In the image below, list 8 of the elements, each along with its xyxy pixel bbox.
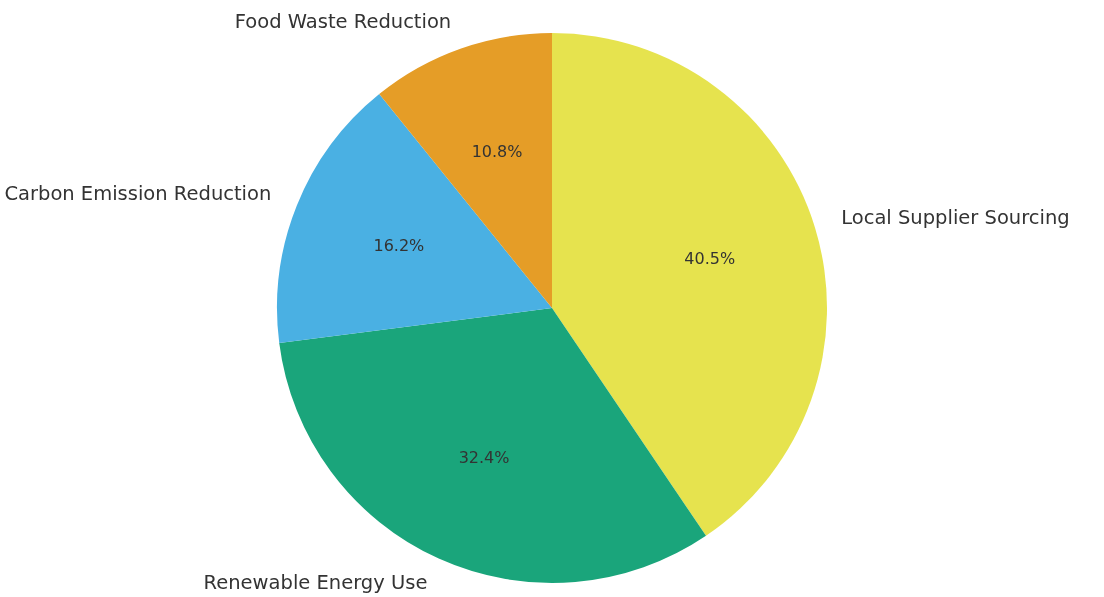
slice-label: Renewable Energy Use (203, 570, 428, 594)
slice-label: Carbon Emission Reduction (4, 182, 272, 206)
data-label: 32.4% (458, 447, 510, 467)
data-label: 40.5% (684, 248, 736, 268)
data-label: 16.2% (373, 235, 425, 255)
data-label: 10.8% (471, 141, 523, 161)
slice-label: Food Waste Reduction (234, 9, 452, 33)
slice-label: Local Supplier Sourcing (841, 206, 1070, 230)
